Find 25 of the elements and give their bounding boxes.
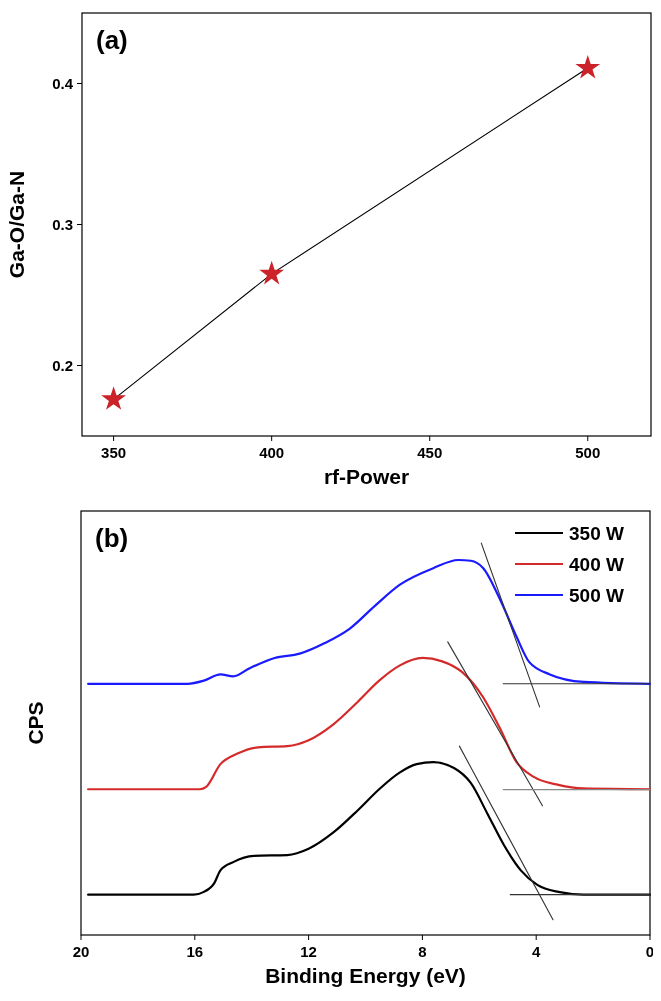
point: [259, 260, 285, 285]
x-tick-label: 400: [259, 444, 285, 461]
x-tick-label: 12: [300, 943, 317, 960]
x-tick-label: 8: [418, 943, 427, 960]
point: [575, 54, 601, 79]
x-tick-label: 500: [575, 444, 601, 461]
x-tick-label: 16: [186, 943, 204, 960]
x-tick-label: 450: [417, 444, 443, 461]
point: [101, 386, 126, 410]
x-axis-title: Binding Energy (eV): [265, 964, 466, 987]
legend-label: 350 W: [569, 523, 624, 544]
y-tick-label: 0.4: [52, 74, 74, 92]
annotation: (a): [96, 25, 128, 55]
x-tick-label: 4: [532, 943, 542, 960]
y-tick-label: 0.2: [52, 356, 73, 374]
y-tick-label: 0.3: [52, 215, 73, 233]
y-axis-title: CPS: [24, 701, 47, 745]
x-axis-title: rf-Power: [323, 465, 410, 488]
x-tick-label: 0: [645, 943, 655, 960]
annotation: (b): [95, 523, 129, 553]
x-tick-label: 20: [72, 943, 90, 960]
x-tick-label: 350: [101, 444, 127, 461]
legend-label: 500 W: [569, 585, 624, 606]
legend-label: 400 W: [569, 554, 624, 575]
y-axis-title: Ga-O/Ga-N: [5, 170, 28, 279]
